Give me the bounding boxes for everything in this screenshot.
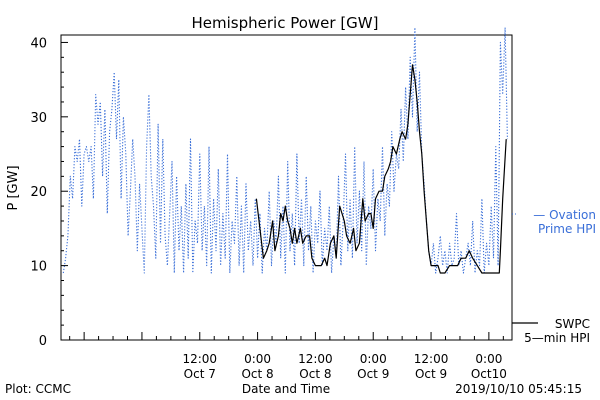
footer-timestamp: 2019/10/10 05:45:15 [455,382,582,396]
plot-frame [60,34,513,341]
x-tick-label-date: Oct10 [471,367,507,381]
y-tick-label: 20 [30,185,47,200]
legend-ovation-line2: Prime HPI [538,222,596,236]
plot-frame-group [60,34,513,341]
x-tick-label-time: 0:00 [360,352,387,366]
x-tick-label-time: 12:00 [182,352,217,366]
x-tick-label-date: Oct 9 [415,367,447,381]
y-axis-label-group: P [GW] [6,165,21,210]
x-axis-label-group: Date and Time [242,382,330,396]
swpc-hpi-series-line [255,64,507,274]
x-tick-label-date: Oct 9 [357,367,389,381]
y-tick-label: 0 [39,334,47,349]
x-tick-label-time: 0:00 [244,352,271,366]
x-tick-label-time: 0:00 [475,352,502,366]
y-axis-label: P [GW] [6,165,21,210]
y-tick-label: 30 [30,111,47,126]
y-tick-label: 40 [30,36,47,51]
x-tick-label-date: Oct 8 [299,367,331,381]
x-tick-label-time: 12:00 [298,352,333,366]
x-axis-label: Date and Time [242,382,330,396]
x-tick-label-date: Oct 8 [241,367,273,381]
legend-ovation-line1: — Ovation [533,208,596,222]
footer-group: Plot: CCMC 2019/10/10 05:45:15 [5,382,582,396]
legend-swpc-line1: SWPC [555,317,590,331]
legend-swpc-line2: 5—min HPI [524,331,590,345]
chart-title-group: Hemispheric Power [GW] [192,14,379,32]
ovation-prime-series-line [62,27,508,274]
series-group [62,27,508,274]
footer-plot-credit: Plot: CCMC [5,382,71,396]
x-tick-label-time: 12:00 [414,352,449,366]
x-tick-label-date: Oct 7 [184,367,216,381]
chart-title: Hemispheric Power [GW] [192,14,379,32]
y-tick-label: 10 [30,260,47,275]
